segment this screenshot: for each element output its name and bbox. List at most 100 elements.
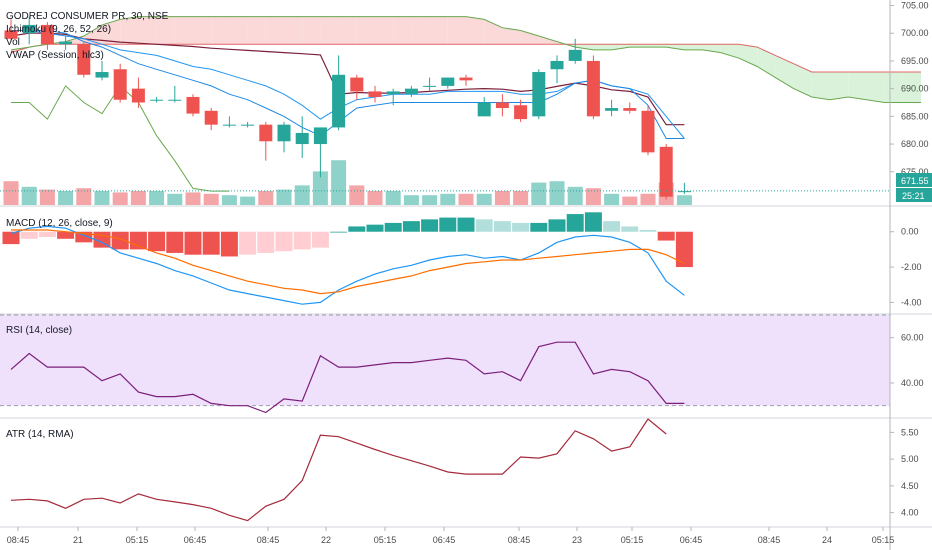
macd-histogram-bar	[20, 231, 38, 239]
ichimoku-indicator-label[interactable]: Ichimoku (9, 26, 52, 26)	[6, 24, 111, 35]
candle-body	[677, 191, 691, 193]
y-tick-label: 675.00	[901, 167, 929, 177]
y-tick-label: 0.00	[901, 227, 919, 237]
last-price-text: 671.55	[901, 176, 929, 186]
candle-body	[4, 30, 18, 39]
volume-bar	[458, 193, 474, 205]
volume-bar	[676, 195, 692, 205]
ichimoku-cloud-segment	[811, 72, 830, 100]
volume-bar	[94, 191, 110, 205]
volume-bar	[130, 191, 146, 205]
candle-body	[659, 146, 673, 197]
y-tick-label: -2.00	[901, 262, 922, 272]
x-tick-label: 23	[572, 535, 582, 545]
volume-bar	[422, 195, 438, 205]
volume-bar	[531, 182, 547, 205]
macd-line	[10, 225, 685, 305]
macd-histogram-bar	[530, 222, 548, 232]
macd-indicator-label[interactable]: MACD (12, 26, close, 9)	[6, 218, 113, 229]
x-tick-label: 06:45	[184, 535, 207, 545]
ichimoku-cloud-segment	[684, 44, 703, 50]
vwap-indicator-label[interactable]: VWAP (Session, hlc3)	[6, 50, 104, 61]
y-tick-label: 40.00	[901, 378, 924, 388]
chart-title: GODREJ CONSUMER PR, 30, NSE	[6, 11, 169, 22]
volume-bar	[21, 186, 37, 205]
candle-body	[40, 24, 54, 45]
x-tick-label: 05:15	[872, 535, 895, 545]
atr-line	[10, 418, 667, 522]
volume-bar	[513, 191, 529, 205]
candle-body	[386, 91, 400, 95]
ichimoku-cloud-segment	[411, 16, 430, 45]
x-tick-label: 05:15	[126, 535, 149, 545]
volume-bar	[585, 188, 601, 205]
ichimoku-cloud-segment	[120, 16, 139, 45]
ichimoku-cloud-segment	[484, 19, 503, 45]
ichimoku-cloud-segment	[666, 44, 685, 50]
rsi-band	[0, 315, 890, 406]
volume-bar	[367, 191, 383, 205]
macd-histogram-bar	[111, 231, 129, 250]
atr-indicator-label[interactable]: ATR (14, RMA)	[6, 429, 74, 440]
volume-bar	[3, 181, 19, 205]
ichimoku-cloud-segment	[739, 44, 758, 67]
ichimoku-cloud-segment	[138, 16, 157, 45]
y-tick-label: 5.50	[901, 427, 919, 437]
candle-body	[641, 110, 655, 153]
volume-bar	[312, 171, 328, 205]
volume-bar	[331, 160, 347, 205]
macd-histogram-bar	[2, 231, 20, 245]
x-tick-label: 06:45	[433, 535, 456, 545]
macd-histogram-bar	[220, 231, 238, 257]
ichimoku-cloud-segment	[102, 19, 121, 45]
volume-indicator-label[interactable]: Vol	[6, 37, 20, 48]
macd-histogram-bar	[675, 231, 693, 268]
volume-bar	[294, 185, 310, 205]
macd-histogram-bar	[257, 231, 275, 253]
macd-histogram-bar	[202, 231, 220, 255]
ichimoku-cloud-segment	[447, 16, 466, 45]
countdown-text: 25:21	[902, 191, 925, 201]
ichimoku-cloud-segment	[211, 16, 230, 45]
candle-body	[495, 102, 509, 109]
ichimoku-cloud-segment	[648, 44, 667, 48]
macd-histogram-bar	[239, 231, 257, 255]
volume-bar	[640, 193, 656, 205]
y-tick-label: 680.00	[901, 139, 929, 149]
macd-histogram-bar	[348, 226, 366, 232]
ichimoku-cloud-segment	[593, 44, 612, 50]
volume-bar	[349, 185, 365, 205]
x-tick-label: 08:45	[758, 535, 781, 545]
macd-histogram-bar	[366, 224, 384, 232]
macd-histogram-bar	[621, 226, 639, 232]
rsi-indicator-label[interactable]: RSI (14, close)	[6, 325, 72, 336]
candle-body	[332, 74, 346, 128]
candle-body	[532, 72, 546, 117]
ichimoku-leading-span-b	[10, 16, 921, 103]
volume-bar	[185, 192, 201, 205]
candle-body	[22, 24, 36, 34]
ichimoku-cloud-segment	[229, 16, 248, 45]
ichimoku-cloud-segment	[538, 36, 557, 45]
macd-histogram-bar	[75, 231, 93, 243]
volume-bar	[403, 195, 419, 205]
candle-body	[313, 127, 327, 145]
volume-bar	[258, 191, 274, 205]
macd-histogram-bar	[421, 219, 439, 232]
macd-histogram-bar	[311, 231, 329, 248]
volume-bar	[276, 189, 292, 205]
x-tick-label: 05:15	[374, 535, 397, 545]
macd-histogram-bar	[330, 231, 348, 233]
x-tick-label: 08:45	[257, 535, 280, 545]
ichimoku-cloud-segment	[629, 44, 648, 48]
ichimoku-cloud-segment	[375, 16, 394, 45]
volume-bar	[567, 186, 583, 205]
ichimoku-cloud-segment	[611, 44, 630, 50]
ichimoku-cloud-segment	[247, 16, 266, 45]
volume-bar	[76, 188, 92, 205]
macd-histogram-bar	[548, 219, 566, 232]
ichimoku-cloud-segment	[174, 16, 193, 45]
ichimoku-cloud-segment	[902, 72, 921, 103]
vwap-line	[10, 32, 685, 126]
